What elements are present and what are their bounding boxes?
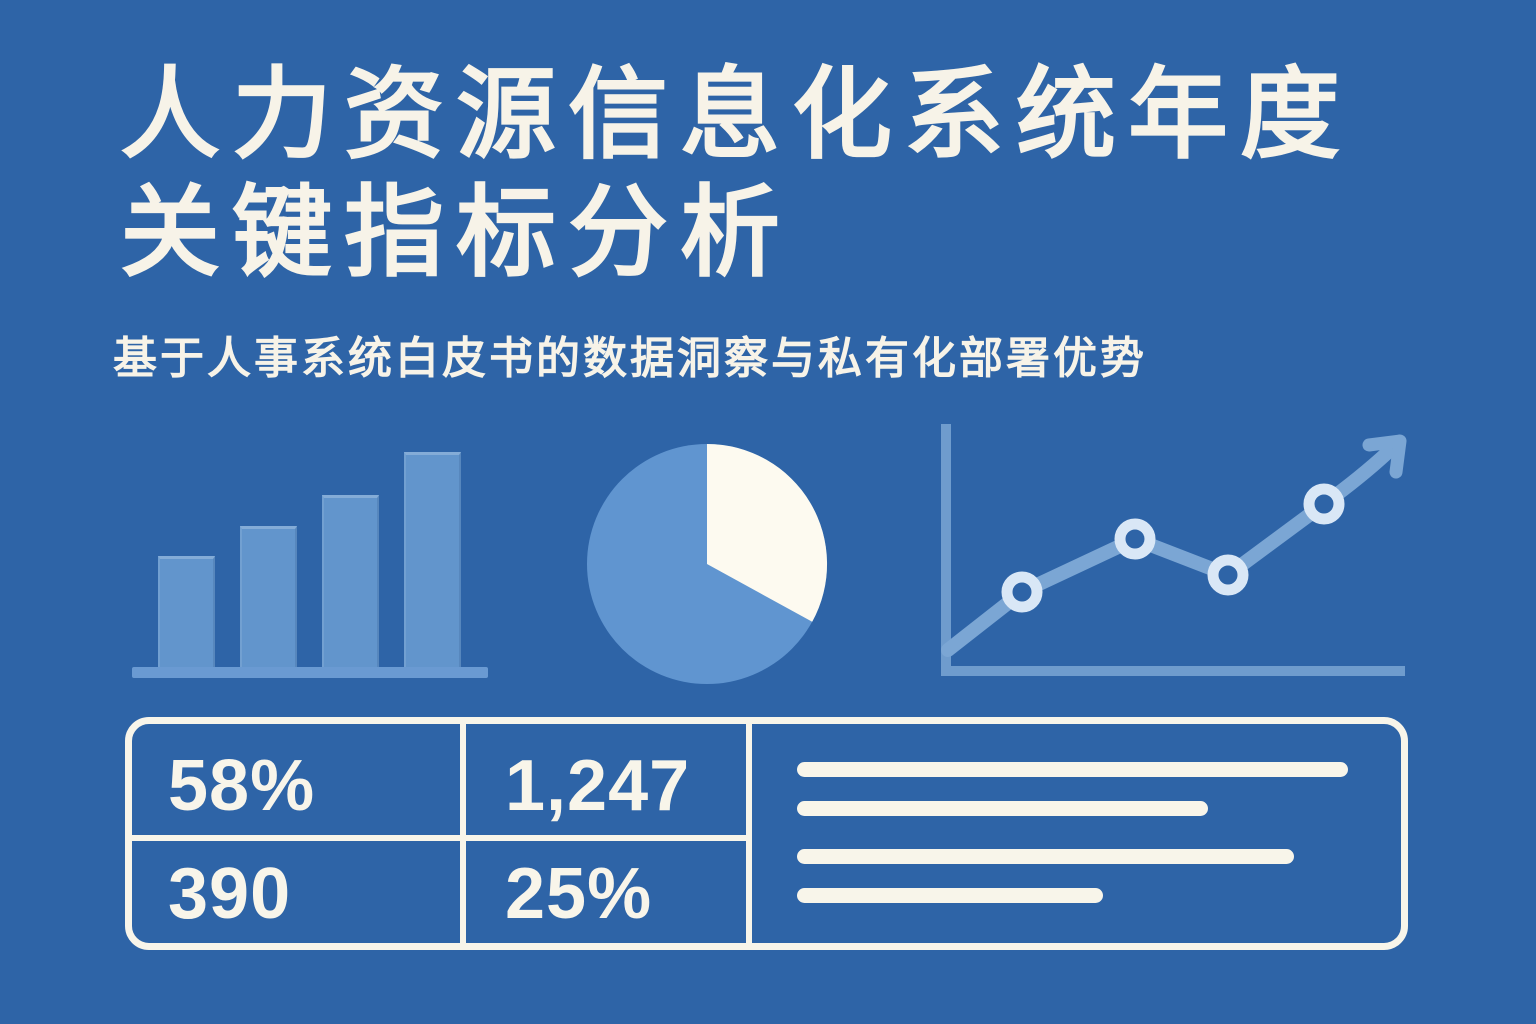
metric-value-2: 1,247 xyxy=(505,746,691,826)
trend-marker-2-icon xyxy=(1114,518,1156,560)
table-text-line-1 xyxy=(797,762,1348,777)
bar-3-icon xyxy=(322,495,379,667)
table-text-line-2 xyxy=(797,801,1208,816)
table-divider-horizontal xyxy=(132,835,752,841)
title-line-1: 人力资源信息化系统年度 xyxy=(120,59,1352,171)
table-divider-vertical-2 xyxy=(746,724,752,943)
title-line-2: 关键指标分析 xyxy=(120,177,792,289)
page-title: 人力资源信息化系统年度 关键指标分析 xyxy=(120,56,1352,292)
metric-value-3: 390 xyxy=(168,854,292,934)
line-chart xyxy=(941,424,1407,676)
trend-marker-3-icon xyxy=(1207,554,1249,596)
metrics-table: 58% 1,247 390 25% xyxy=(125,717,1408,950)
bar-chart-baseline-icon xyxy=(132,667,488,678)
table-divider-vertical-1 xyxy=(460,724,466,943)
arrow-head-icon xyxy=(1362,434,1407,479)
bar-chart xyxy=(132,444,488,678)
trend-marker-1-icon xyxy=(1001,571,1043,613)
pie-chart xyxy=(587,444,828,684)
bar-1-icon xyxy=(158,556,215,667)
bar-4-icon xyxy=(404,452,461,667)
trend-line-icon xyxy=(941,446,1394,657)
table-text-lines xyxy=(797,724,1397,943)
trend-markers xyxy=(1001,483,1345,613)
line-chart-axes-icon xyxy=(941,424,1405,676)
subtitle: 基于人事系统白皮书的数据洞察与私有化部署优势 xyxy=(113,334,1147,383)
table-text-line-4 xyxy=(797,888,1103,903)
pie-slice-cream xyxy=(707,444,828,622)
trend-marker-4-icon xyxy=(1303,483,1345,525)
metric-value-4: 25% xyxy=(505,854,653,934)
bar-2-icon xyxy=(240,526,297,667)
metric-value-1: 58% xyxy=(168,746,316,826)
table-text-line-3 xyxy=(797,849,1294,864)
